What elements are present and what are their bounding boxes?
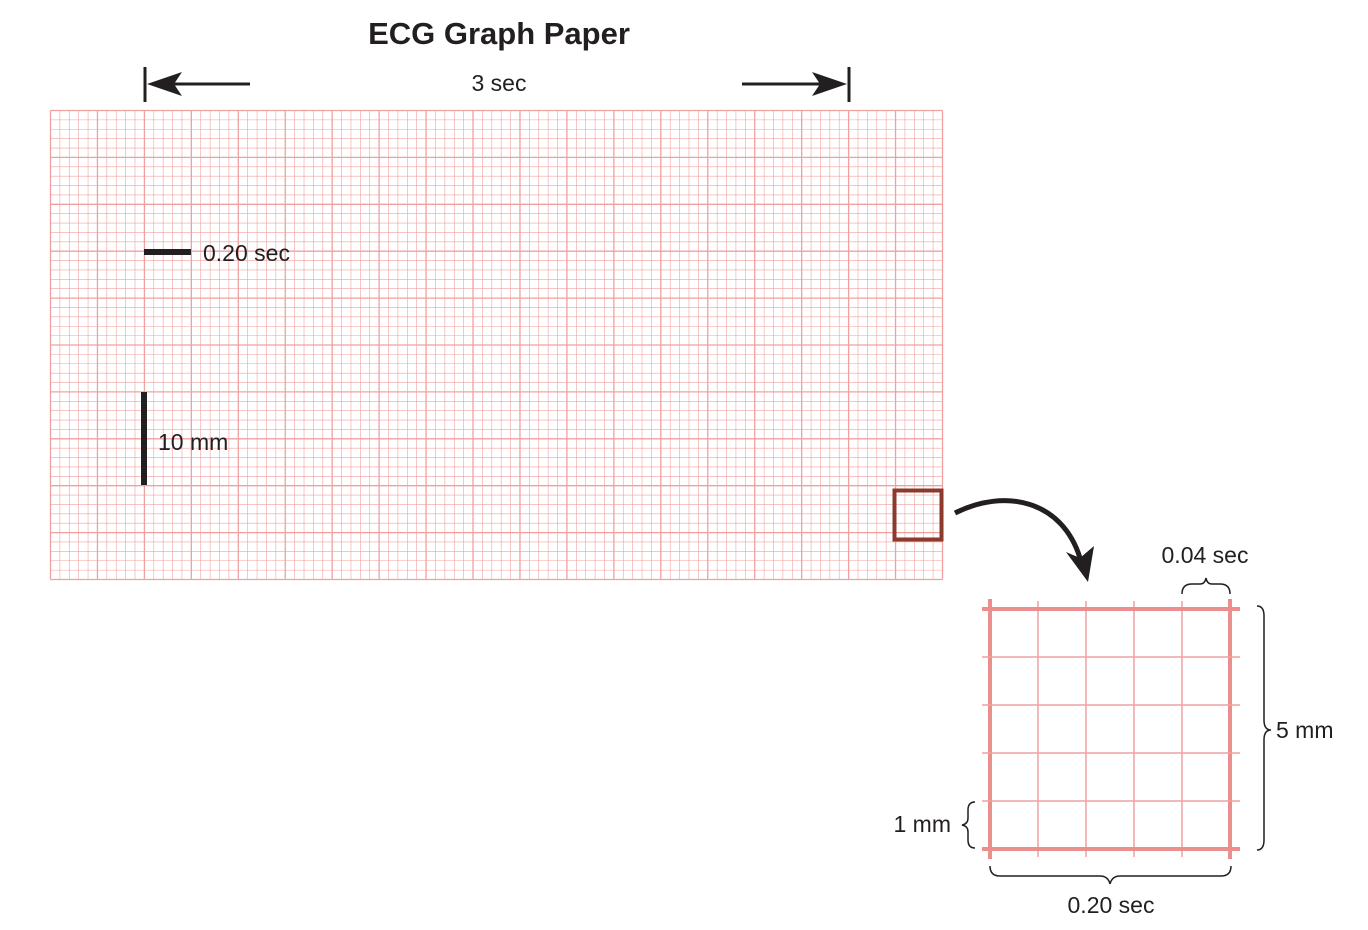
- large-box-height-label: 5 mm: [1276, 717, 1334, 743]
- diagram-title: ECG Graph Paper: [368, 16, 630, 51]
- small-box-time-brace: [1181, 577, 1231, 595]
- magnified-large-box: [982, 599, 1240, 859]
- zoom-arrowhead: [1066, 546, 1094, 582]
- large-box-time-scale: 0.20 sec: [144, 240, 290, 266]
- small-box-height-brace: [961, 801, 976, 849]
- ecg-grid: [49, 109, 944, 581]
- duration-indicator: 3 sec: [143, 67, 851, 102]
- amplitude-label: 10 mm: [158, 429, 228, 455]
- large-box-height-brace: [1256, 605, 1272, 851]
- small-box-height-label: 1 mm: [894, 811, 952, 837]
- amplitude-scale: 10 mm: [141, 392, 228, 485]
- duration-right-arrowhead: [812, 72, 847, 96]
- large-box-width-brace: [989, 865, 1232, 885]
- small-box-time-label: 0.04 sec: [1162, 542, 1249, 568]
- duration-left-arrowhead: [147, 72, 182, 96]
- large-box-width-label: 0.20 sec: [1068, 892, 1155, 918]
- zoom-arrow-curve: [953, 498, 1083, 559]
- inset-annotations: 0.04 sec 5 mm 1 mm 0.20 sec: [894, 542, 1334, 918]
- duration-label: 3 sec: [472, 70, 527, 96]
- highlighted-large-box: [892, 488, 944, 542]
- large-box-time-label: 0.20 sec: [203, 240, 290, 266]
- zoom-arrow: [953, 498, 1094, 582]
